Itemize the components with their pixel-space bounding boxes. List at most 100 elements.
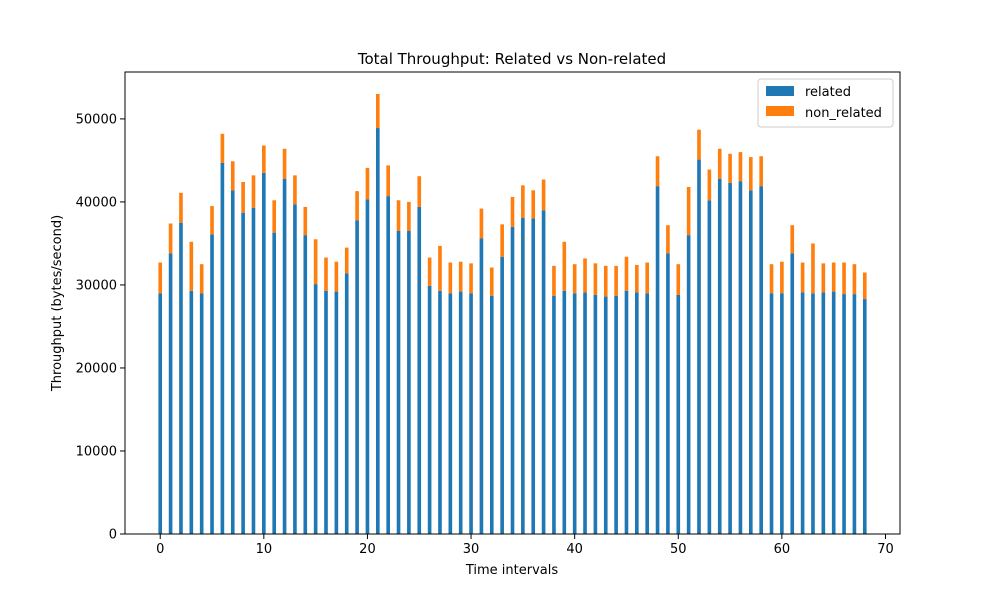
bar-non-related-19 bbox=[355, 191, 359, 221]
bar-non-related-66 bbox=[842, 262, 846, 295]
legend-swatch-related bbox=[766, 86, 794, 96]
bar-related-62 bbox=[800, 292, 805, 534]
y-tick-label: 50000 bbox=[76, 112, 117, 127]
bar-non-related-36 bbox=[531, 190, 536, 219]
bar-non-related-18 bbox=[344, 247, 349, 274]
bar-related-65 bbox=[831, 291, 836, 534]
bar-related-68 bbox=[862, 299, 867, 534]
bar-non-related-48 bbox=[655, 156, 660, 187]
bar-non-related-21 bbox=[375, 94, 380, 129]
bars-layer bbox=[158, 94, 867, 535]
x-tick-label: 60 bbox=[774, 542, 791, 557]
y-tick-label: 30000 bbox=[76, 278, 117, 293]
bar-non-related-58 bbox=[759, 156, 763, 187]
bar-related-63 bbox=[811, 293, 815, 534]
bar-related-51 bbox=[686, 235, 691, 534]
bar-non-related-26 bbox=[427, 257, 432, 286]
bar-non-related-10 bbox=[262, 145, 266, 173]
y-tick-label: 40000 bbox=[76, 195, 117, 210]
bar-non-related-28 bbox=[448, 262, 453, 294]
bar-non-related-16 bbox=[324, 257, 328, 291]
bar-related-3 bbox=[189, 290, 194, 534]
legend-label-related: related bbox=[805, 85, 851, 100]
bar-non-related-50 bbox=[676, 264, 681, 295]
bar-non-related-65 bbox=[831, 262, 836, 292]
bar-non-related-23 bbox=[396, 200, 401, 231]
bar-related-2 bbox=[179, 222, 183, 534]
bar-non-related-55 bbox=[728, 153, 732, 183]
bar-non-related-64 bbox=[821, 263, 826, 293]
bar-non-related-54 bbox=[717, 148, 722, 179]
bar-related-8 bbox=[241, 212, 245, 534]
bar-non-related-31 bbox=[479, 208, 484, 239]
x-tick-label: 70 bbox=[877, 542, 894, 557]
bar-non-related-40 bbox=[572, 264, 577, 294]
bar-related-66 bbox=[842, 294, 846, 534]
bar-related-19 bbox=[355, 220, 359, 534]
bar-non-related-44 bbox=[614, 265, 618, 296]
bar-non-related-20 bbox=[365, 167, 370, 200]
bar-related-56 bbox=[738, 181, 743, 535]
x-axis-label: Time intervals bbox=[465, 563, 559, 578]
bar-related-60 bbox=[780, 293, 784, 534]
x-tick-label: 10 bbox=[256, 542, 273, 557]
bar-related-16 bbox=[324, 290, 328, 534]
bar-non-related-1 bbox=[168, 223, 173, 254]
bar-related-9 bbox=[251, 207, 256, 535]
bar-related-5 bbox=[210, 234, 214, 535]
bar-non-related-17 bbox=[334, 261, 339, 292]
x-tick-label: 0 bbox=[156, 542, 164, 557]
bar-non-related-38 bbox=[552, 265, 556, 296]
x-tick-label: 50 bbox=[670, 542, 687, 557]
bar-related-59 bbox=[769, 293, 774, 534]
bar-non-related-22 bbox=[386, 165, 390, 197]
bar-related-43 bbox=[603, 296, 608, 534]
bar-related-39 bbox=[562, 290, 567, 534]
x-tick-label: 40 bbox=[566, 542, 583, 557]
bar-related-22 bbox=[386, 196, 390, 535]
bar-non-related-0 bbox=[158, 262, 163, 294]
y-axis-label: Throughput (bytes/second) bbox=[50, 215, 65, 392]
bar-non-related-46 bbox=[635, 265, 639, 293]
bar-non-related-63 bbox=[811, 243, 815, 294]
bar-non-related-9 bbox=[251, 175, 256, 208]
bar-non-related-11 bbox=[272, 200, 277, 233]
bar-non-related-6 bbox=[220, 133, 225, 163]
bar-related-36 bbox=[531, 218, 536, 534]
bar-non-related-42 bbox=[593, 263, 598, 295]
bar-non-related-4 bbox=[199, 264, 204, 294]
chart-title: Total Throughput: Related vs Non-related bbox=[357, 50, 666, 68]
bar-related-55 bbox=[728, 182, 732, 534]
bar-non-related-61 bbox=[790, 225, 795, 254]
bar-non-related-49 bbox=[666, 225, 670, 254]
legend: related non_related bbox=[757, 78, 894, 128]
bar-related-58 bbox=[759, 186, 763, 534]
bar-related-26 bbox=[427, 285, 432, 534]
bar-non-related-27 bbox=[438, 245, 442, 291]
bar-related-31 bbox=[479, 238, 484, 534]
bar-related-32 bbox=[489, 295, 494, 534]
bar-related-44 bbox=[614, 295, 618, 534]
bar-non-related-32 bbox=[489, 267, 494, 296]
bar-related-47 bbox=[645, 293, 650, 534]
bar-non-related-57 bbox=[748, 157, 753, 191]
bar-related-53 bbox=[707, 200, 712, 534]
y-tick-label: 0 bbox=[109, 528, 117, 543]
bar-non-related-43 bbox=[603, 265, 608, 297]
bar-related-50 bbox=[676, 294, 681, 534]
bar-related-27 bbox=[438, 290, 442, 534]
bar-non-related-25 bbox=[417, 176, 422, 207]
bar-related-1 bbox=[168, 253, 173, 534]
bar-related-38 bbox=[552, 295, 556, 534]
y-axis-ticks: 0 10000 20000 30000 40000 50000 bbox=[76, 112, 125, 543]
bar-non-related-41 bbox=[583, 258, 587, 293]
legend-swatch-non-related bbox=[766, 106, 794, 116]
bar-non-related-2 bbox=[179, 192, 183, 223]
bar-non-related-3 bbox=[189, 241, 194, 291]
bar-related-21 bbox=[375, 128, 380, 535]
bar-related-13 bbox=[293, 204, 297, 535]
x-tick-label: 20 bbox=[359, 542, 376, 557]
bar-related-6 bbox=[220, 162, 225, 534]
bar-related-67 bbox=[852, 294, 857, 534]
